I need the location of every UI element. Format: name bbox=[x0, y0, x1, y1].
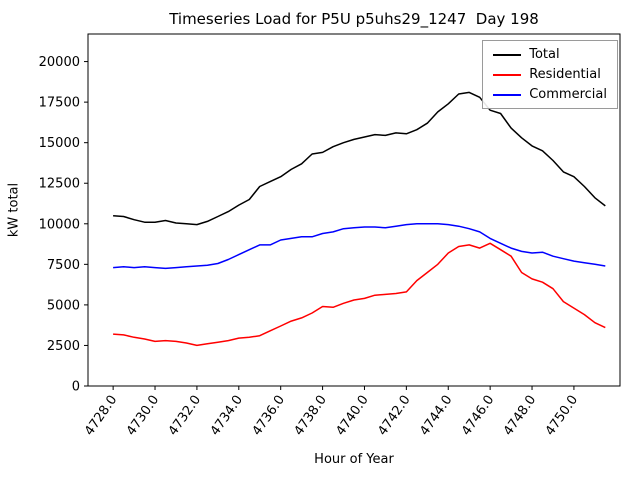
y-tick-label: 20000 bbox=[39, 55, 80, 70]
legend-entry-residential: Residential bbox=[493, 68, 607, 81]
series-line-total bbox=[113, 91, 606, 226]
chart-title: Timeseries Load for P5U p5uhs29_1247 Day… bbox=[169, 10, 539, 28]
y-tick-label: 17500 bbox=[39, 96, 80, 111]
x-tick-label: 4746.0 bbox=[459, 393, 497, 439]
x-tick-label: 4734.0 bbox=[208, 393, 246, 439]
x-tick-label: 4748.0 bbox=[501, 393, 539, 439]
legend-line-residential-icon bbox=[493, 73, 522, 76]
legend-entry-commercial: Commercial bbox=[493, 88, 607, 101]
legend-entry-total: Total bbox=[493, 48, 607, 61]
x-tick-label: 4732.0 bbox=[166, 393, 204, 439]
y-tick-label: 12500 bbox=[39, 177, 80, 192]
x-axis-label: Hour of Year bbox=[314, 452, 394, 467]
y-tick-label: 5000 bbox=[47, 298, 80, 313]
x-tick-label: 4736.0 bbox=[250, 393, 288, 439]
legend-label-residential: Residential bbox=[529, 67, 601, 82]
series-line-residential bbox=[113, 242, 606, 347]
series-line-commercial bbox=[113, 223, 606, 270]
y-tick-label: 0 bbox=[72, 380, 80, 395]
x-tick-label: 4738.0 bbox=[291, 393, 329, 439]
y-tick-label: 2500 bbox=[47, 339, 80, 354]
legend-label-total: Total bbox=[529, 47, 560, 62]
x-tick-label: 4740.0 bbox=[333, 393, 371, 439]
legend-line-commercial-icon bbox=[493, 93, 522, 96]
x-tick-label: 4750.0 bbox=[543, 393, 581, 439]
y-tick-label: 10000 bbox=[39, 217, 80, 232]
y-tick-label: 15000 bbox=[39, 136, 80, 151]
y-axis-label: kW total bbox=[6, 182, 22, 238]
legend-label-commercial: Commercial bbox=[529, 87, 607, 102]
legend-line-total-icon bbox=[493, 53, 522, 56]
x-tick-label: 4728.0 bbox=[82, 393, 120, 439]
y-tick-label: 7500 bbox=[47, 258, 80, 273]
x-tick-label: 4742.0 bbox=[375, 393, 413, 439]
legend: Total Residential Commercial bbox=[482, 40, 618, 109]
x-tick-label: 4730.0 bbox=[124, 393, 162, 439]
x-tick-label: 4744.0 bbox=[417, 393, 455, 439]
